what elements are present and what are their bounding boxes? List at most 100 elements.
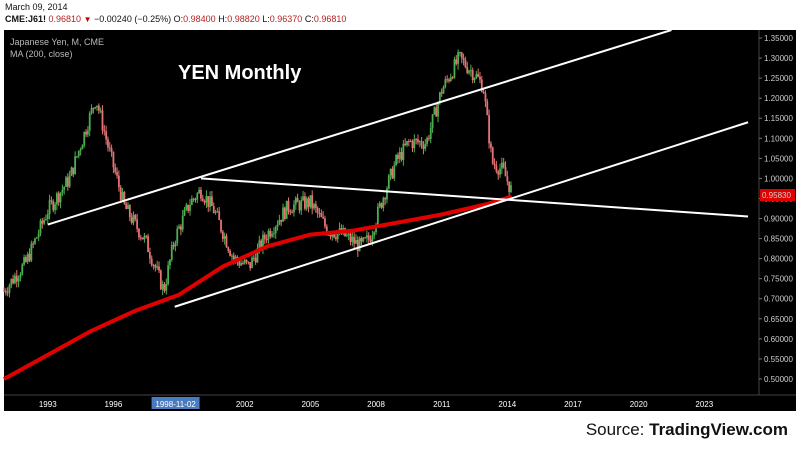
candle-body xyxy=(462,57,465,60)
candle-body xyxy=(449,77,452,82)
candle-body xyxy=(138,228,140,238)
candle-body xyxy=(198,189,201,194)
candle-body xyxy=(35,237,38,239)
candle-body xyxy=(397,155,399,159)
chart-annotation: YEN Monthly xyxy=(178,62,302,84)
candle-body xyxy=(495,165,498,172)
candle-body xyxy=(260,240,263,249)
price-marker-label: 0.95830 xyxy=(762,191,791,200)
candle-body xyxy=(169,259,171,266)
down-arrow-icon: ▼ xyxy=(83,15,92,24)
candle-body xyxy=(347,233,350,235)
candle-body xyxy=(353,236,356,244)
candle-body xyxy=(26,253,29,262)
candle-body xyxy=(107,139,109,148)
candle-body xyxy=(52,201,55,211)
candle-body xyxy=(3,290,5,292)
y-tick-label: 0.70000 xyxy=(764,295,793,304)
candle-body xyxy=(367,235,370,240)
candle-body xyxy=(440,92,443,94)
trendline-upper-channel[interactable] xyxy=(47,29,672,226)
candle-body xyxy=(475,74,478,79)
candle-body xyxy=(194,199,197,201)
candle-body xyxy=(50,200,53,202)
candle-body xyxy=(311,195,314,209)
candle-body xyxy=(325,226,328,235)
candle-body xyxy=(258,240,261,249)
candle-body xyxy=(238,261,241,266)
time-axis[interactable]: 1993 1996 1998-11-02 2002 2005 2008 2011 2014 20… xyxy=(39,397,714,409)
high-label: H: xyxy=(218,14,228,24)
candle-body xyxy=(307,198,310,207)
candle-body xyxy=(139,237,142,239)
candle-body xyxy=(66,177,69,187)
candle-body xyxy=(345,234,348,237)
candle-body xyxy=(170,245,173,260)
candle-body xyxy=(132,214,135,223)
candle-body xyxy=(79,149,82,151)
x-tick-label: 1996 xyxy=(105,400,123,409)
candle-body xyxy=(201,198,204,202)
candle-body xyxy=(289,210,292,213)
trendline-lower-channel[interactable] xyxy=(174,121,749,308)
candle-body xyxy=(314,204,317,208)
candle-body xyxy=(121,191,124,201)
candle-body xyxy=(200,189,202,199)
candle-body xyxy=(97,105,100,111)
candle-body xyxy=(165,284,168,291)
trendlines-layer xyxy=(47,29,749,308)
candle-body xyxy=(499,168,501,175)
candle-body xyxy=(86,130,89,135)
candle-body xyxy=(424,143,427,149)
ma-legend[interactable]: MA (200, close) xyxy=(10,49,73,59)
x-tick-label: 2023 xyxy=(695,400,713,409)
candle-body xyxy=(92,108,95,110)
candle-body xyxy=(54,204,56,211)
candle-body xyxy=(329,234,332,237)
candle-body xyxy=(141,237,144,240)
candle-body xyxy=(273,233,275,235)
candle-body xyxy=(296,197,299,203)
x-tick-label: 2005 xyxy=(301,400,319,409)
source-prefix: Source: xyxy=(585,420,650,439)
symbol-label[interactable]: CME:J61! xyxy=(5,14,47,24)
candle-body xyxy=(271,234,273,237)
candle-body xyxy=(448,79,450,82)
candle-body xyxy=(247,261,250,263)
instrument-legend[interactable]: Japanese Yen, M, CME xyxy=(10,37,104,47)
candle-body xyxy=(229,250,232,256)
candle-body xyxy=(355,240,357,244)
candle-body xyxy=(313,204,315,209)
y-tick-label: 0.85000 xyxy=(764,235,793,244)
candle-body xyxy=(34,238,36,244)
candle-body xyxy=(455,59,458,64)
candle-body xyxy=(490,143,492,148)
candle-body xyxy=(116,172,118,176)
candle-body xyxy=(333,234,335,238)
candle-body xyxy=(479,76,481,80)
candle-body xyxy=(59,192,62,203)
candle-body xyxy=(21,264,24,275)
candle-body xyxy=(351,236,354,242)
candle-body xyxy=(283,207,286,219)
candle-body xyxy=(183,209,186,216)
candle-body xyxy=(85,131,87,135)
trendline-resistance[interactable] xyxy=(200,177,749,218)
candle-body xyxy=(63,186,66,190)
candle-body xyxy=(429,127,432,139)
candle-body xyxy=(384,198,387,200)
candle-body xyxy=(252,257,255,259)
low-value: 0.96370 xyxy=(269,14,303,24)
candle-body xyxy=(243,259,246,264)
candle-body xyxy=(398,152,401,159)
candle-body xyxy=(189,204,191,211)
candle-body xyxy=(366,235,368,238)
candle-body xyxy=(68,175,71,187)
candle-body xyxy=(269,230,272,237)
candle-body xyxy=(114,167,117,173)
y-tick-label: 1.00000 xyxy=(764,174,793,183)
candle-body xyxy=(203,201,206,203)
candle-body xyxy=(240,263,242,266)
moving-average-line xyxy=(3,194,513,381)
